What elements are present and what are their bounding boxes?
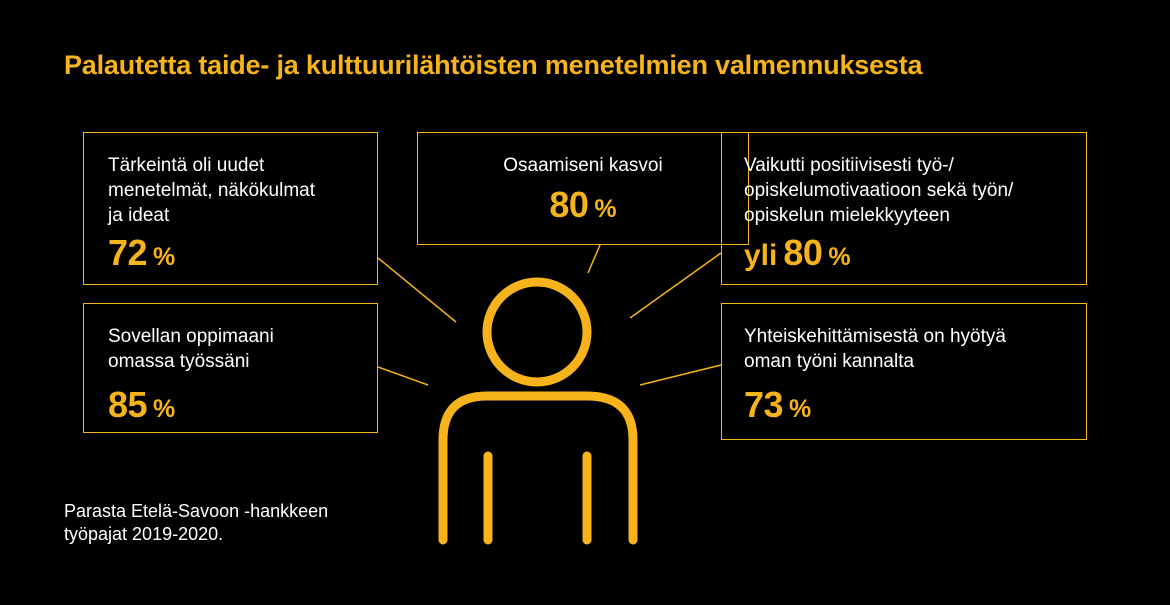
stat-value: 73%: [744, 384, 812, 425]
connector-line: [639, 364, 722, 386]
stat-box-co-development: Yhteiskehittämisestä on hyötyä oman työn…: [721, 303, 1087, 440]
stat-value: 85%: [108, 384, 176, 425]
stat-box-competence-grew: Osaamiseni kasvoi 80%: [417, 132, 749, 245]
stat-value: 80%: [549, 184, 617, 225]
stat-box-new-methods: Tärkeintä oli uudet menetelmät, näkökulm…: [83, 132, 378, 285]
connector-line: [377, 366, 429, 386]
stat-box-apply-learning: Sovellan oppimaani omassa työssäni 85%: [83, 303, 378, 433]
connector-line: [587, 244, 601, 274]
stat-value: 72%: [108, 232, 176, 273]
stat-label: Sovellan oppimaani omassa työssäni: [108, 326, 274, 372]
page-title: Palautetta taide- ja kulttuurilähtöisten…: [64, 50, 923, 80]
person-head: [482, 277, 592, 387]
stat-label: Vaikutti positiivisesti työ-/ opiskelumo…: [744, 155, 1014, 226]
connector-line: [377, 257, 457, 323]
source-note: Parasta Etelä-Savoon -hankkeen työpajat …: [64, 501, 329, 544]
stat-value: yli 80%: [744, 232, 851, 273]
connector-line: [629, 252, 722, 319]
stat-box-motivation: Vaikutti positiivisesti työ-/ opiskelumo…: [721, 132, 1087, 285]
stat-label: Yhteiskehittämisestä on hyötyä oman työn…: [744, 326, 1006, 372]
stat-label: Tärkeintä oli uudet menetelmät, näkökulm…: [108, 155, 315, 226]
stat-label: Osaamiseni kasvoi: [503, 155, 663, 176]
person-body: [438, 391, 638, 545]
